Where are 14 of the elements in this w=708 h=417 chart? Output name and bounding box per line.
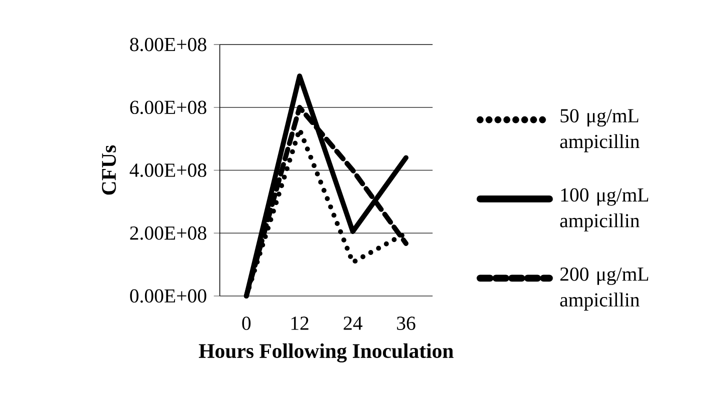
y-tick-label: 2.00E+08: [130, 226, 206, 240]
legend-label: 50 μg/mL ampicillin: [560, 109, 640, 152]
x-axis-title: Hours Following Inoculation: [198, 344, 454, 363]
x-tick-label: 0: [242, 316, 251, 330]
x-tick-label: 12: [291, 316, 308, 330]
x-tick-label: 24: [344, 316, 362, 330]
x-tick-label: 36: [397, 316, 416, 330]
y-axis-title: CFUs: [102, 146, 116, 195]
y-tick-label: 6.00E+08: [130, 100, 206, 114]
y-tick-label: 4.00E+08: [130, 164, 206, 178]
legend-label: 100 μg/mL ampicillin: [560, 188, 648, 232]
y-tick-label: 8.00E+08: [130, 38, 206, 52]
legend-label: 200 μg/mL ampicillin: [560, 268, 648, 311]
y-tick-label: 0.00E+00: [130, 289, 206, 303]
